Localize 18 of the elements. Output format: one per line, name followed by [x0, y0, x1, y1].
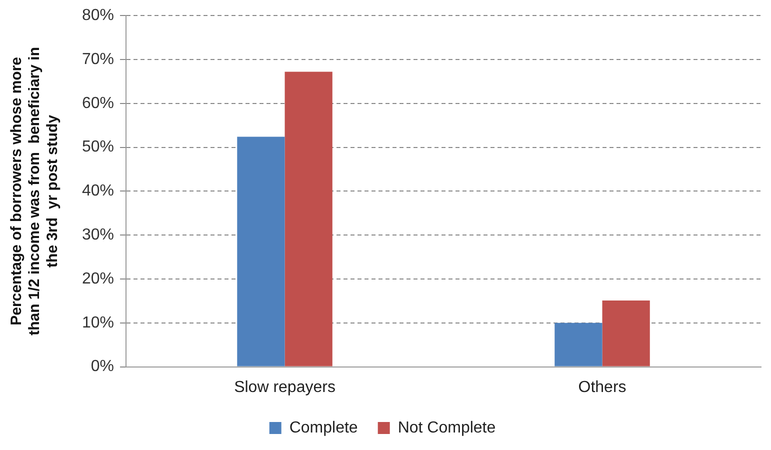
y-tick-label: 20% [82, 270, 114, 288]
y-tick-label: 60% [82, 94, 114, 112]
x-tick-label: Others [578, 378, 626, 396]
y-tick-label: 10% [82, 314, 114, 332]
y-tick-label: 30% [82, 226, 114, 244]
x-tick-label: Slow repayers [234, 378, 336, 396]
y-tick-label: 40% [82, 182, 114, 200]
bar [554, 322, 602, 366]
y-tick-label: 70% [82, 50, 114, 68]
bar [602, 300, 650, 366]
legend-label: Complete [289, 419, 358, 436]
y-tick-label: 50% [82, 138, 114, 156]
y-tick-label: 0% [90, 358, 114, 376]
bar [284, 72, 332, 366]
y-axis-title: Percentage of borrowers whose more than 1/2 income was from beneficiary in the 3rd yr post study [8, 46, 62, 336]
bar [237, 136, 285, 366]
legend-label: Not Complete [398, 419, 496, 436]
y-tick-label: 80% [82, 7, 114, 24]
